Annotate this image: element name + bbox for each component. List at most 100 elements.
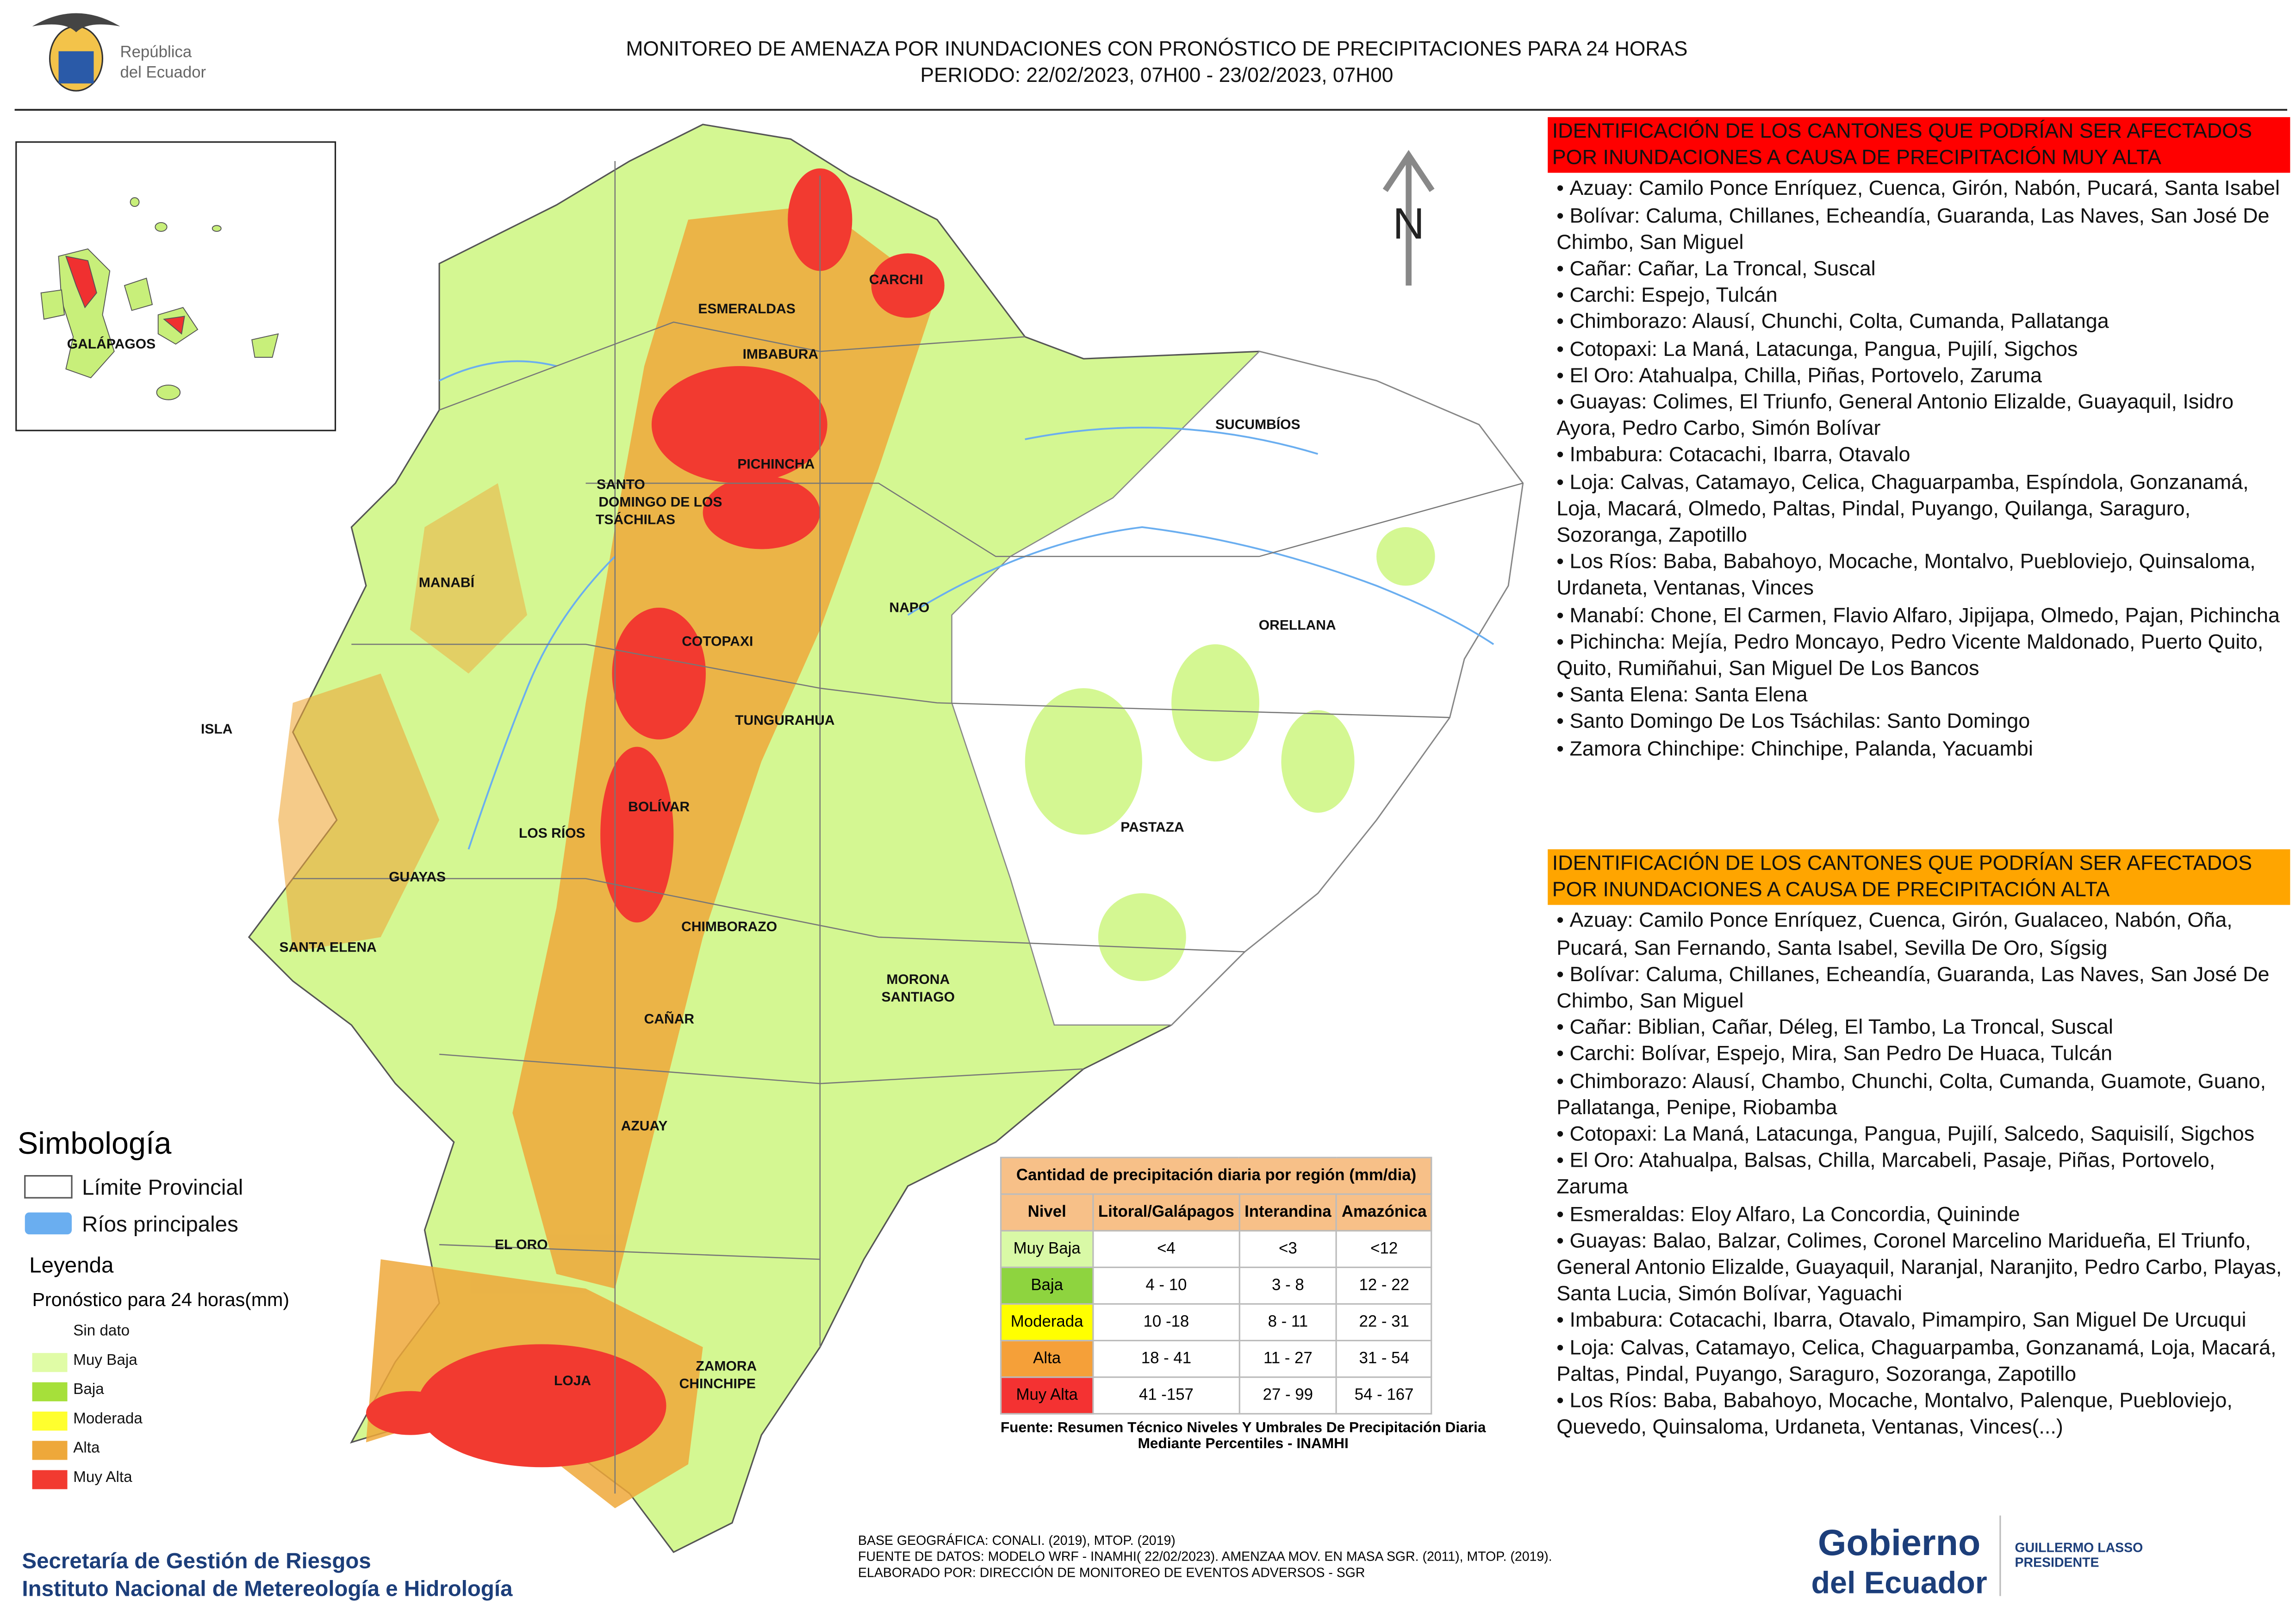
province-label: CHINCHIPE bbox=[679, 1376, 756, 1391]
canton-item: Bolívar: Caluma, Chillanes, Echeandía, G… bbox=[1556, 962, 2290, 1015]
province-label: BOLÍVAR bbox=[628, 799, 690, 815]
simbologia-title: Simbología bbox=[17, 1127, 172, 1161]
table-cell: Alta bbox=[1000, 1339, 1094, 1378]
credit-line: BASE GEOGRÁFICA: CONALI. (2019), MTOP. (… bbox=[858, 1533, 1176, 1548]
legend-swatch bbox=[32, 1382, 68, 1401]
table-row: Muy Alta 41 -157 27 - 99 54 - 167 bbox=[1000, 1376, 1433, 1415]
province-label: ISLA bbox=[201, 722, 232, 737]
amazon-patches bbox=[1025, 527, 1435, 981]
table-header: Interandina bbox=[1238, 1193, 1338, 1232]
table-title: Cantidad de precipitación diaria por reg… bbox=[1000, 1157, 1433, 1195]
table-cell: 18 - 41 bbox=[1092, 1339, 1240, 1378]
table-header: Litoral/Galápagos bbox=[1092, 1193, 1240, 1232]
province-label: GUAYAS bbox=[389, 870, 446, 885]
province-label: TUNGURAHUA bbox=[735, 713, 834, 728]
province-label: IMBABURA bbox=[743, 347, 819, 362]
legend-label: Sin dato bbox=[73, 1322, 130, 1340]
period: PERIODO: 22/02/2023, 07H00 - 23/02/2023,… bbox=[920, 63, 1394, 87]
table-cell: 41 -157 bbox=[1092, 1376, 1240, 1415]
table-row: Baja 4 - 10 3 - 8 12 - 22 bbox=[1000, 1266, 1433, 1305]
footer-orgs: Secretaría de Gestión de Riesgos Institut… bbox=[22, 1548, 512, 1603]
symbol-label: Ríos principales bbox=[82, 1212, 238, 1238]
table-row: Cantidad de precipitación diaria por reg… bbox=[1000, 1157, 1433, 1195]
galapagos-islands bbox=[40, 197, 279, 400]
panel-heading: IDENTIFICACIÓN DE LOS CANTONES QUE PODRÍ… bbox=[1548, 849, 2290, 906]
leyenda-title: Leyenda bbox=[29, 1253, 114, 1279]
province-label: CARCHI bbox=[869, 272, 923, 287]
legend-label: Muy Alta bbox=[73, 1468, 132, 1487]
table-row: Moderada 10 -18 8 - 11 22 - 31 bbox=[1000, 1303, 1433, 1342]
province-label: LOS RÍOS bbox=[519, 825, 585, 841]
legend-swatch bbox=[32, 1470, 68, 1489]
canton-item: El Oro: Atahualpa, Chilla, Piñas, Portov… bbox=[1556, 363, 2290, 390]
table-cell: 27 - 99 bbox=[1238, 1376, 1338, 1415]
muy-alta-zones bbox=[366, 168, 945, 1468]
province-label: ESMERALDAS bbox=[698, 301, 795, 317]
legend-swatch bbox=[32, 1441, 68, 1460]
legend-label: Alta bbox=[73, 1439, 100, 1457]
president: PRESIDENTE bbox=[2015, 1555, 2099, 1570]
canton-list: Azuay: Camilo Ponce Enríquez, Cuenca, Gi… bbox=[1548, 908, 2290, 1442]
canton-item: Los Ríos: Baba, Babahoyo, Mocache, Monta… bbox=[1556, 549, 2290, 603]
province-label: ORELLANA bbox=[1259, 617, 1336, 633]
table-cell: 10 -18 bbox=[1092, 1303, 1240, 1342]
table-cell: 11 - 27 bbox=[1238, 1339, 1338, 1378]
province-label: DOMINGO DE LOS bbox=[598, 495, 722, 510]
canton-item: Azuay: Camilo Ponce Enríquez, Cuenca, Gi… bbox=[1556, 176, 2290, 203]
canton-item: Zamora Chinchipe: Chinchipe, Palanda, Ya… bbox=[1556, 736, 2290, 763]
org: Secretaría de Gestión de Riesgos bbox=[22, 1549, 371, 1574]
logo-text: del Ecuador bbox=[120, 63, 206, 81]
canton-list: Azuay: Camilo Ponce Enríquez, Cuenca, Gi… bbox=[1548, 176, 2290, 763]
leyenda-subtitle: Pronóstico para 24 horas(mm) bbox=[32, 1288, 290, 1311]
province-label: PICHINCHA bbox=[737, 456, 815, 472]
gov-logo: del Ecuador bbox=[1811, 1566, 1987, 1600]
province-label: SANTIAGO bbox=[881, 989, 955, 1005]
table-row: Muy Baja <4 <3 <12 bbox=[1000, 1230, 1433, 1268]
table-header: Nivel bbox=[1000, 1193, 1094, 1232]
province-label: PASTAZA bbox=[1120, 820, 1184, 835]
province-label: MANABÍ bbox=[419, 575, 475, 591]
table-cell: Muy Baja bbox=[1000, 1230, 1094, 1268]
org: Instituto Nacional de Metereología e Hid… bbox=[22, 1577, 513, 1602]
credits: BASE GEOGRÁFICA: CONALI. (2019), MTOP. (… bbox=[858, 1533, 1552, 1581]
province-borders bbox=[292, 161, 1523, 1494]
panel-heading: IDENTIFICACIÓN DE LOS CANTONES QUE PODRÍ… bbox=[1548, 117, 2290, 174]
canton-item: Carchi: Bolívar, Espejo, Mira, San Pedro… bbox=[1556, 1042, 2290, 1069]
legend-swatch bbox=[32, 1411, 68, 1431]
province-label: ZAMORA bbox=[696, 1358, 757, 1374]
table-cell: <3 bbox=[1238, 1230, 1338, 1268]
credit-line: FUENTE DE DATOS: MODELO WRF - INAMHI( 22… bbox=[858, 1549, 1552, 1564]
table-cell: Muy Alta bbox=[1000, 1376, 1094, 1415]
province-label: SANTA ELENA bbox=[280, 940, 377, 955]
muy-alta-panel: IDENTIFICACIÓN DE LOS CANTONES QUE PODRÍ… bbox=[1548, 117, 2290, 763]
canton-item: Azuay: Camilo Ponce Enríquez, Cuenca, Gi… bbox=[1556, 908, 2290, 962]
province-label: COTOPAXI bbox=[682, 634, 753, 649]
legend-swatch bbox=[24, 1175, 73, 1199]
canton-item: Esmeraldas: Eloy Alfaro, La Concordia, Q… bbox=[1556, 1201, 2290, 1228]
canton-item: Loja: Calvas, Catamayo, Celica, Chaguarp… bbox=[1556, 1335, 2290, 1388]
canton-item: Pichincha: Mejía, Pedro Moncayo, Pedro V… bbox=[1556, 629, 2290, 683]
province-label: MORONA bbox=[886, 972, 950, 987]
symbol-label: Límite Provincial bbox=[82, 1176, 243, 1201]
legend-label: Muy Baja bbox=[73, 1351, 137, 1369]
canton-item: Cotopaxi: La Maná, Latacunga, Pangua, Pu… bbox=[1556, 1122, 2290, 1149]
inset-label: GALÁPAGOS bbox=[67, 336, 156, 352]
province-label: EL ORO bbox=[495, 1237, 548, 1252]
table-row: Alta 18 - 41 11 - 27 31 - 54 bbox=[1000, 1339, 1433, 1378]
province-label: NAPO bbox=[889, 600, 929, 616]
table-cell: 4 - 10 bbox=[1092, 1266, 1240, 1305]
table-cell: 22 - 31 bbox=[1336, 1303, 1433, 1342]
legend-swatch bbox=[25, 1212, 72, 1235]
table-cell: 54 - 167 bbox=[1336, 1376, 1433, 1415]
province-label: AZUAY bbox=[621, 1119, 668, 1134]
canton-item: Cotopaxi: La Maná, Latacunga, Pangua, Pu… bbox=[1556, 336, 2290, 363]
north-label: N bbox=[1393, 199, 1425, 249]
canton-item: Loja: Calvas, Catamayo, Celica, Chaguarp… bbox=[1556, 469, 2290, 549]
province-label: CHIMBORAZO bbox=[681, 919, 777, 934]
precip-table: Cantidad de precipitación diaria por reg… bbox=[1000, 1157, 1433, 1415]
logo-emblem bbox=[32, 13, 120, 92]
canton-item: Imbabura: Cotacachi, Ibarra, Otavalo, Pi… bbox=[1556, 1308, 2290, 1335]
